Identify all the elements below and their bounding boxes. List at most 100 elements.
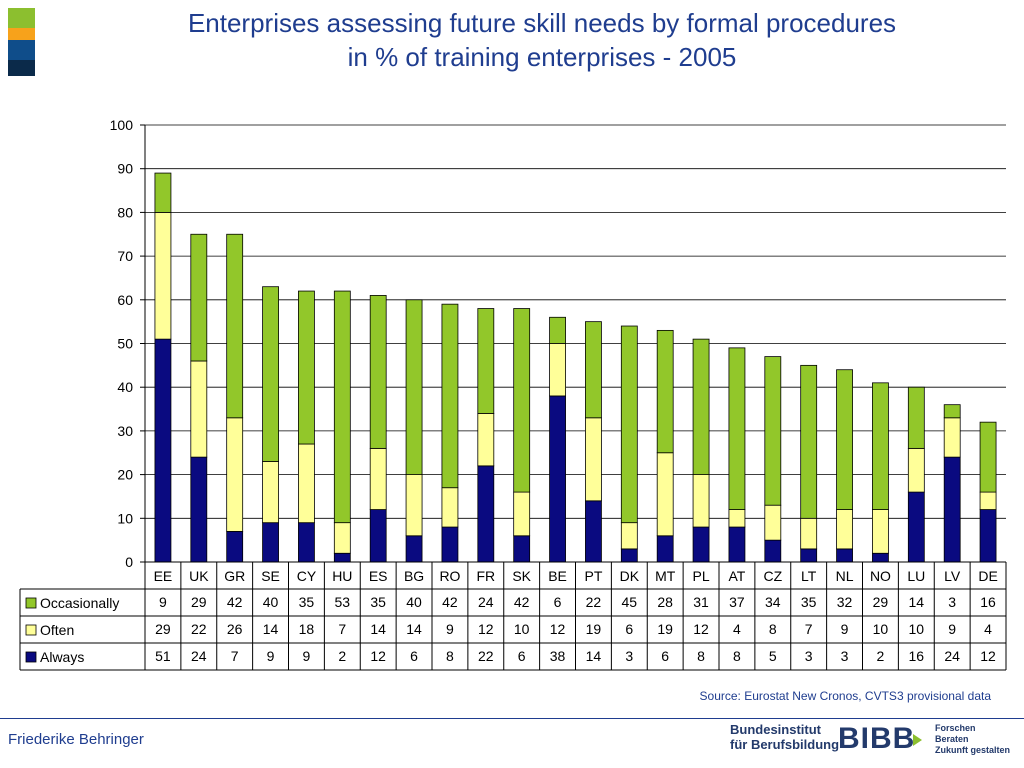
bar-occasionally-hu <box>333 290 351 524</box>
bar-always-mt <box>656 535 674 563</box>
data-label: 42 <box>514 594 530 610</box>
x-category-label: DK <box>620 568 640 584</box>
bar-occasionally-dk <box>620 325 638 524</box>
x-category-label: BG <box>404 568 424 584</box>
bar-often-pl <box>692 474 710 528</box>
x-category-label: DE <box>978 568 997 584</box>
data-label: 16 <box>909 648 925 664</box>
logo-arrow-icon <box>913 734 922 746</box>
bar-always-no <box>872 552 889 563</box>
bar-often-dk <box>620 522 638 550</box>
bar-occasionally-sk <box>513 308 531 493</box>
data-label: 14 <box>370 621 386 637</box>
y-tick-label: 20 <box>117 467 133 483</box>
data-label: 4 <box>733 621 741 637</box>
brand-color-squares <box>8 8 35 76</box>
chart-title-line2: in % of training enterprises - 2005 <box>347 42 737 72</box>
stacked-bar-chart: 0 10 20 30 40 50 60 70 80 90 100 EE UK GR SE CY HU ES BG RO… <box>19 117 1007 671</box>
data-label: 9 <box>948 621 956 637</box>
bar-often-pt <box>585 417 602 502</box>
data-label: 40 <box>406 594 422 610</box>
x-category-label: LU <box>907 568 925 584</box>
bar-occasionally-ro <box>441 303 459 489</box>
data-label: 12 <box>370 648 386 664</box>
bar-always-ee <box>154 338 172 563</box>
logo-line2: für Berufsbildung <box>730 737 840 752</box>
bar-often-mt <box>656 452 674 537</box>
bar-often-cy <box>298 443 315 524</box>
bar-always-pl <box>692 526 710 563</box>
bar-often-at <box>728 509 746 528</box>
footer-divider <box>0 718 1024 719</box>
x-category-label: AT <box>729 568 746 584</box>
logo-tag2: Beraten <box>935 734 969 744</box>
bar-always-uk <box>190 456 208 563</box>
logo-tagline: Forschen Beraten Zukunft gestalten <box>935 723 1010 756</box>
bar-often-cz <box>764 504 782 541</box>
bar-always-pt <box>585 500 602 563</box>
bar-always-de <box>979 509 997 563</box>
bar-often-de <box>979 491 997 510</box>
data-label: 8 <box>446 648 454 664</box>
bar-always-ro <box>441 526 459 563</box>
data-label: 9 <box>303 648 311 664</box>
y-tick-label: 40 <box>117 379 133 395</box>
data-label: 3 <box>625 648 633 664</box>
x-category-label: SK <box>512 568 531 584</box>
x-category-label: EE <box>154 568 173 584</box>
data-label: 3 <box>805 648 813 664</box>
bar-often-ro <box>441 487 459 528</box>
data-label: 8 <box>733 648 741 664</box>
data-label: 12 <box>550 621 566 637</box>
data-label: 42 <box>442 594 458 610</box>
bar-always-sk <box>513 535 531 563</box>
data-label: 7 <box>338 621 346 637</box>
y-tick-label: 30 <box>117 423 133 439</box>
bar-often-fr <box>477 413 495 467</box>
bar-often-lv <box>943 417 961 458</box>
data-label: 28 <box>657 594 673 610</box>
data-label: 38 <box>550 648 566 664</box>
data-label: 6 <box>518 648 526 664</box>
bar-often-be <box>549 343 566 397</box>
x-category-label: PL <box>693 568 710 584</box>
data-label: 26 <box>227 621 243 637</box>
x-category-label: BE <box>548 568 567 584</box>
bar-occasionally-mt <box>656 329 674 454</box>
x-category-label: MT <box>655 568 676 584</box>
bar-occasionally-de <box>979 421 997 493</box>
legend-swatch-occasionally <box>25 597 37 609</box>
legend-label-always: Always <box>40 649 84 665</box>
data-label: 24 <box>191 648 207 664</box>
data-label: 7 <box>231 648 239 664</box>
data-label: 12 <box>693 621 709 637</box>
bar-often-uk <box>190 360 208 458</box>
bar-often-ee <box>154 211 172 340</box>
x-category-label: NL <box>836 568 854 584</box>
data-label: 14 <box>909 594 925 610</box>
data-label: 42 <box>227 594 243 610</box>
bar-often-hu <box>333 522 351 554</box>
legend-label-occasionally: Occasionally <box>40 595 119 611</box>
bar-always-nl <box>836 548 853 563</box>
data-label: 37 <box>729 594 745 610</box>
legend-swatch-always <box>25 651 37 663</box>
data-label: 22 <box>586 594 602 610</box>
bar-always-lv <box>943 456 961 563</box>
bar-often-se <box>262 461 279 524</box>
y-tick-label: 80 <box>117 204 133 220</box>
bar-occasionally-bg <box>405 299 423 475</box>
data-label: 24 <box>944 648 960 664</box>
data-label: 14 <box>406 621 422 637</box>
legend-label-often: Often <box>40 622 74 638</box>
data-label: 12 <box>478 621 494 637</box>
x-category-label: FR <box>476 568 495 584</box>
logo-tag1: Forschen <box>935 723 976 733</box>
bibb-logo: Bundesinstitut für Berufsbildung BIBB Fo… <box>730 722 1020 762</box>
data-label: 6 <box>410 648 418 664</box>
data-label: 10 <box>514 621 530 637</box>
data-label: 32 <box>837 594 853 610</box>
data-label: 29 <box>873 594 889 610</box>
data-label: 53 <box>335 594 351 610</box>
data-label: 6 <box>661 648 669 664</box>
